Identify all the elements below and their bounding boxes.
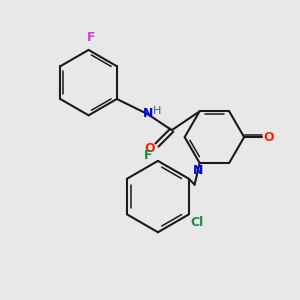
Text: Cl: Cl (190, 216, 203, 229)
Text: O: O (145, 142, 155, 154)
Text: F: F (87, 31, 96, 44)
Text: H: H (153, 106, 161, 116)
Text: F: F (144, 149, 152, 162)
Text: N: N (194, 164, 204, 177)
Text: O: O (264, 130, 274, 144)
Text: N: N (143, 107, 153, 120)
